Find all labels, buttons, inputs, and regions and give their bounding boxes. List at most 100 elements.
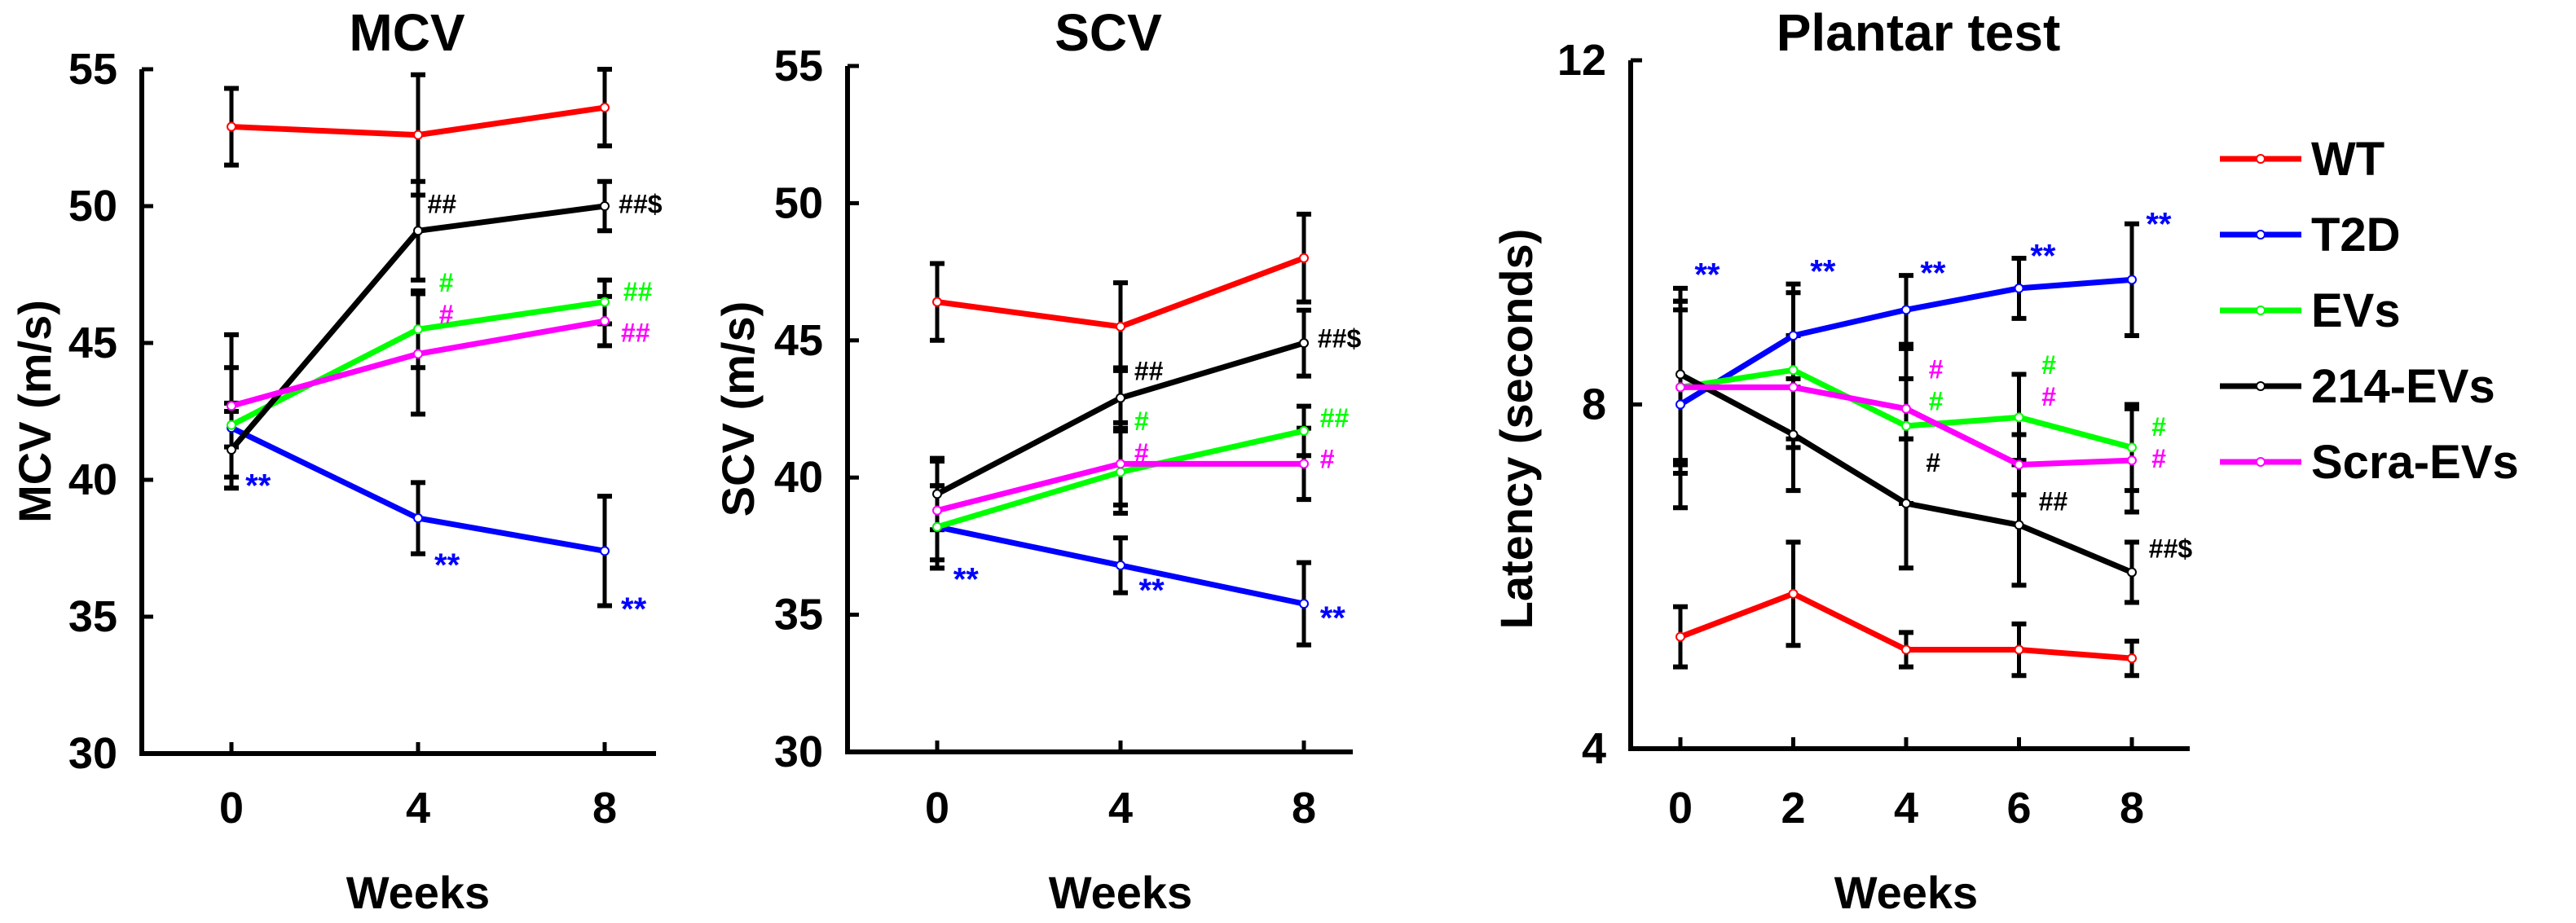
y-tick-label: 4 bbox=[1582, 724, 1606, 773]
significance-annotation: ## bbox=[1320, 403, 1350, 433]
significance-annotation: # bbox=[1134, 438, 1149, 468]
x-tick-label: 4 bbox=[406, 784, 430, 833]
chart-panel-3: Plantar test 4 8 12 0 2 4 6 8 Weeks Latency (secon… bbox=[1491, 3, 2192, 918]
significance-annotation: ** bbox=[434, 547, 460, 583]
data-point-WT bbox=[600, 103, 610, 113]
data-point-214-EVs bbox=[227, 445, 236, 455]
x-tick-label: 4 bbox=[1894, 784, 1918, 833]
data-point-214-EVs bbox=[1676, 369, 1685, 380]
legend-marker bbox=[2256, 230, 2266, 240]
significance-annotation: # bbox=[1134, 407, 1149, 436]
y-tick-label: 8 bbox=[1582, 380, 1606, 429]
y-tick-label: 35 bbox=[68, 592, 117, 641]
significance-annotation: ## bbox=[1134, 357, 1164, 386]
data-point-Scra-EVs bbox=[1676, 382, 1685, 393]
significance-annotation: ** bbox=[621, 591, 647, 627]
y-axis-label: MCV (m/s) bbox=[9, 300, 60, 523]
data-point-214-EVs bbox=[1116, 393, 1125, 403]
data-point-WT bbox=[2127, 653, 2137, 664]
data-point-Scra-EVs bbox=[1901, 403, 1911, 414]
significance-annotation: ** bbox=[1810, 254, 1836, 290]
significance-annotation: ** bbox=[245, 468, 271, 504]
data-point-EVs bbox=[2127, 442, 2137, 453]
y-tick-label: 30 bbox=[774, 727, 823, 776]
significance-annotation: ** bbox=[1694, 257, 1720, 293]
data-point-Scra-EVs bbox=[1299, 459, 1309, 469]
x-tick-label: 8 bbox=[1292, 784, 1316, 833]
legend-marker bbox=[2256, 154, 2266, 164]
data-point-Scra-EVs bbox=[227, 401, 236, 411]
legend-label: T2D bbox=[2311, 209, 2401, 262]
y-axis-label: SCV (m/s) bbox=[712, 301, 764, 517]
significance-annotation: # bbox=[2151, 444, 2166, 473]
significance-annotation: # bbox=[1926, 448, 1940, 477]
data-point-Scra-EVs bbox=[2014, 459, 2024, 470]
significance-annotation: ** bbox=[2146, 206, 2172, 242]
data-point-WT bbox=[1116, 321, 1125, 332]
x-tick-label: 0 bbox=[925, 784, 949, 833]
data-point-214-EVs bbox=[2014, 520, 2024, 530]
x-axis-label: Weeks bbox=[346, 867, 490, 918]
x-tick-label: 6 bbox=[2006, 784, 2031, 833]
data-point-EVs bbox=[227, 420, 236, 430]
significance-annotation: # bbox=[2041, 350, 2056, 380]
data-point-214-EVs bbox=[600, 201, 610, 211]
chart-title: SCV bbox=[1055, 3, 1162, 62]
significance-annotation: # bbox=[2151, 412, 2166, 442]
data-point-WT bbox=[1788, 588, 1799, 599]
data-point-T2D bbox=[1116, 560, 1125, 570]
y-tick-label: 40 bbox=[774, 453, 823, 502]
y-tick-label: 55 bbox=[68, 45, 117, 94]
significance-annotation: ##$ bbox=[619, 189, 663, 218]
significance-annotation: ** bbox=[2030, 239, 2056, 275]
data-point-EVs bbox=[1116, 467, 1125, 477]
y-tick-label: 35 bbox=[774, 591, 823, 640]
data-point-EVs bbox=[2014, 412, 2024, 423]
data-point-T2D bbox=[1299, 599, 1309, 609]
x-tick-label: 8 bbox=[592, 784, 617, 833]
legend-marker bbox=[2256, 457, 2266, 467]
x-axis-label: Weeks bbox=[1049, 867, 1192, 918]
significance-annotation: # bbox=[1929, 354, 1944, 384]
legend-label: Scra-EVs bbox=[2311, 436, 2519, 489]
data-point-214-EVs bbox=[413, 226, 423, 236]
data-point-Scra-EVs bbox=[600, 316, 610, 327]
data-point-WT bbox=[1901, 644, 1911, 655]
significance-annotation: # bbox=[439, 268, 454, 297]
significance-annotation: ## bbox=[621, 318, 650, 347]
significance-annotation: ## bbox=[623, 277, 653, 306]
data-point-WT bbox=[1299, 253, 1309, 263]
significance-annotation: # bbox=[439, 300, 454, 329]
data-point-EVs bbox=[1901, 420, 1911, 431]
data-point-WT bbox=[413, 130, 423, 140]
legend-label: 214-EVs bbox=[2311, 360, 2495, 413]
data-point-T2D bbox=[1676, 399, 1685, 410]
data-point-T2D bbox=[600, 546, 610, 556]
y-tick-label: 50 bbox=[774, 178, 823, 227]
x-tick-label: 0 bbox=[1668, 784, 1693, 833]
data-point-Scra-EVs bbox=[932, 505, 942, 516]
data-point-Scra-EVs bbox=[2127, 455, 2137, 466]
significance-annotation: ##$ bbox=[1318, 323, 1362, 353]
y-tick-label: 50 bbox=[68, 182, 117, 231]
data-point-214-EVs bbox=[2127, 567, 2137, 578]
y-tick-label: 30 bbox=[68, 729, 117, 778]
legend-label: WT bbox=[2311, 133, 2384, 186]
y-tick-label: 40 bbox=[68, 455, 117, 504]
significance-annotation: ** bbox=[953, 562, 980, 598]
x-tick-label: 8 bbox=[2120, 784, 2144, 833]
significance-annotation: # bbox=[1929, 386, 1944, 415]
data-point-EVs bbox=[413, 324, 423, 335]
chart-title: Plantar test bbox=[1777, 3, 2061, 62]
data-point-Scra-EVs bbox=[413, 349, 423, 359]
data-point-214-EVs bbox=[1299, 338, 1309, 349]
significance-annotation: ##$ bbox=[2149, 534, 2193, 564]
significance-annotation: ## bbox=[427, 189, 456, 218]
x-tick-label: 4 bbox=[1108, 784, 1133, 833]
legend: WT T2D EVs 214-EVs Scra-EVs bbox=[2220, 133, 2519, 489]
x-tick-label: 0 bbox=[219, 784, 244, 833]
data-point-214-EVs bbox=[1901, 498, 1911, 508]
data-point-WT bbox=[227, 121, 236, 132]
